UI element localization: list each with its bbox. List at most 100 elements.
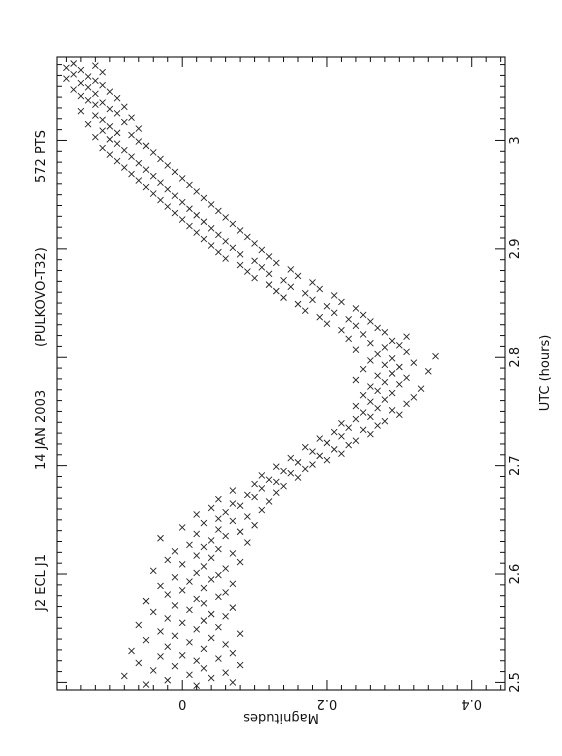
data-point	[236, 502, 244, 510]
data-point	[352, 437, 360, 445]
data-point	[222, 669, 229, 676]
data-point	[186, 541, 193, 549]
data-point	[157, 534, 164, 542]
data-point	[178, 175, 186, 182]
data-point	[200, 584, 208, 592]
data-point	[200, 563, 208, 570]
data-point	[403, 400, 410, 408]
data-point	[77, 92, 85, 100]
data-point	[207, 201, 215, 208]
data-point	[381, 361, 389, 369]
x-tick-label: 2.9	[508, 239, 523, 260]
data-point	[149, 608, 157, 616]
data-point	[258, 485, 266, 492]
data-point	[186, 222, 193, 230]
data-point	[215, 571, 222, 579]
data-point	[229, 649, 237, 657]
data-point	[171, 573, 179, 581]
data-point	[272, 259, 280, 267]
data-point	[171, 602, 179, 609]
data-point	[207, 610, 215, 618]
data-point	[142, 681, 150, 688]
data-point	[215, 545, 222, 553]
x-tick-label: 2.5	[508, 672, 523, 693]
data-point	[323, 456, 331, 464]
data-point	[258, 472, 266, 479]
data-point	[186, 205, 193, 213]
data-point	[367, 357, 374, 364]
data-point	[345, 441, 352, 449]
data-point	[207, 576, 215, 583]
data-point	[388, 389, 396, 397]
data-point	[186, 578, 193, 585]
data-point	[294, 300, 302, 308]
data-point	[207, 674, 215, 682]
data-point	[229, 487, 237, 494]
data-point	[106, 136, 114, 143]
header-date: 14 JAN 2003	[34, 390, 49, 470]
data-point	[92, 101, 99, 109]
data-point	[294, 272, 302, 280]
data-point	[135, 138, 143, 145]
data-point	[84, 97, 92, 104]
data-point	[113, 110, 121, 117]
y-axis-label: Magnitudes	[243, 710, 319, 725]
data-point	[200, 235, 208, 243]
data-point	[186, 638, 193, 646]
data-point	[99, 144, 106, 152]
data-point	[338, 326, 345, 334]
y-tick-label: 0.4	[461, 696, 482, 711]
data-point	[280, 294, 287, 301]
data-point	[149, 149, 157, 156]
data-point	[374, 372, 381, 379]
data-point	[135, 159, 143, 167]
data-point	[215, 526, 222, 533]
data-point	[106, 151, 114, 158]
data-point	[215, 593, 222, 601]
data-point	[309, 461, 316, 468]
data-point	[193, 657, 201, 665]
data-point	[244, 513, 251, 520]
data-point	[164, 643, 172, 650]
data-point	[99, 127, 106, 135]
data-point	[70, 71, 77, 78]
data-point	[251, 521, 258, 529]
data-point	[92, 62, 99, 69]
data-point	[381, 328, 389, 336]
data-point	[265, 270, 273, 278]
data-point	[70, 60, 77, 67]
data-point	[178, 216, 186, 223]
data-point	[381, 344, 389, 351]
data-point	[207, 554, 215, 562]
data-point	[207, 537, 215, 544]
data-point	[396, 411, 403, 419]
data-point	[309, 448, 316, 455]
data-point	[374, 422, 381, 429]
data-point	[113, 94, 121, 102]
data-point	[215, 515, 222, 523]
data-point	[236, 630, 244, 637]
data-point	[193, 229, 201, 236]
data-point	[77, 79, 85, 87]
data-point	[396, 363, 403, 371]
data-point	[84, 120, 92, 128]
data-point	[157, 628, 164, 635]
data-point	[367, 413, 374, 421]
data-point	[193, 511, 201, 518]
data-point	[396, 341, 403, 349]
data-point	[178, 560, 186, 568]
data-point	[157, 196, 164, 204]
data-point	[193, 552, 201, 559]
data-point	[77, 107, 85, 115]
data-point	[128, 153, 135, 161]
data-point	[229, 244, 237, 252]
data-point	[265, 476, 273, 484]
data-point	[164, 591, 172, 598]
data-point	[106, 123, 114, 130]
data-point	[193, 211, 201, 219]
data-point	[99, 99, 106, 106]
data-point	[352, 305, 360, 312]
data-point	[222, 214, 229, 221]
data-point	[171, 192, 179, 200]
data-point	[215, 248, 222, 256]
